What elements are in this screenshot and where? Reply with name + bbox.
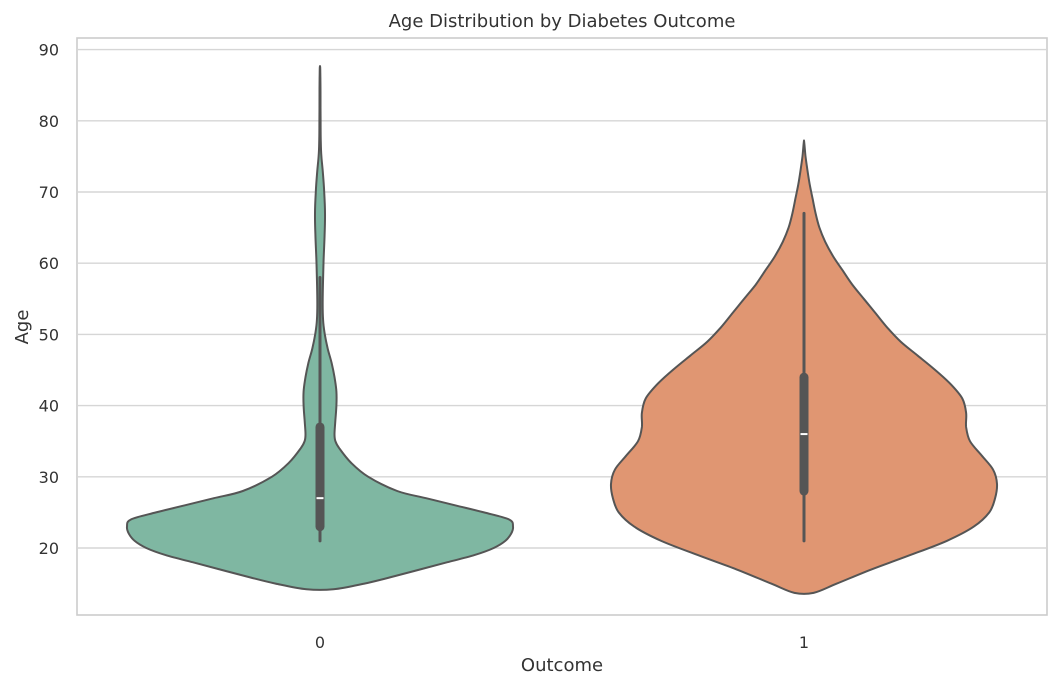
y-tick-label: 90 — [39, 41, 59, 60]
violin-outcome-0 — [125, 65, 515, 591]
x-tick-label: 0 — [315, 633, 325, 652]
y-tick-labels: 20 30 40 50 60 70 80 90 — [39, 41, 59, 558]
y-tick-label: 30 — [39, 468, 59, 487]
y-tick-label: 20 — [39, 539, 59, 558]
y-tick-label: 70 — [39, 183, 59, 202]
y-axis-label: Age — [12, 310, 33, 345]
x-tick-label: 1 — [799, 633, 809, 652]
y-tick-label: 50 — [39, 325, 59, 344]
y-tick-label: 40 — [39, 397, 59, 416]
y-tick-label: 80 — [39, 112, 59, 131]
x-axis-label: Outcome — [521, 655, 603, 676]
violins — [125, 65, 999, 596]
chart-title: Age Distribution by Diabetes Outcome — [389, 11, 736, 32]
y-tick-label: 60 — [39, 254, 59, 273]
violin-outcome-1 — [609, 139, 999, 596]
